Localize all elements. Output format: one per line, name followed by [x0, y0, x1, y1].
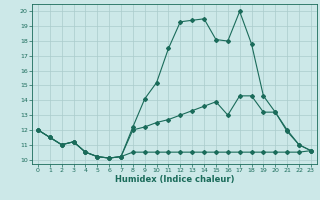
X-axis label: Humidex (Indice chaleur): Humidex (Indice chaleur)	[115, 175, 234, 184]
